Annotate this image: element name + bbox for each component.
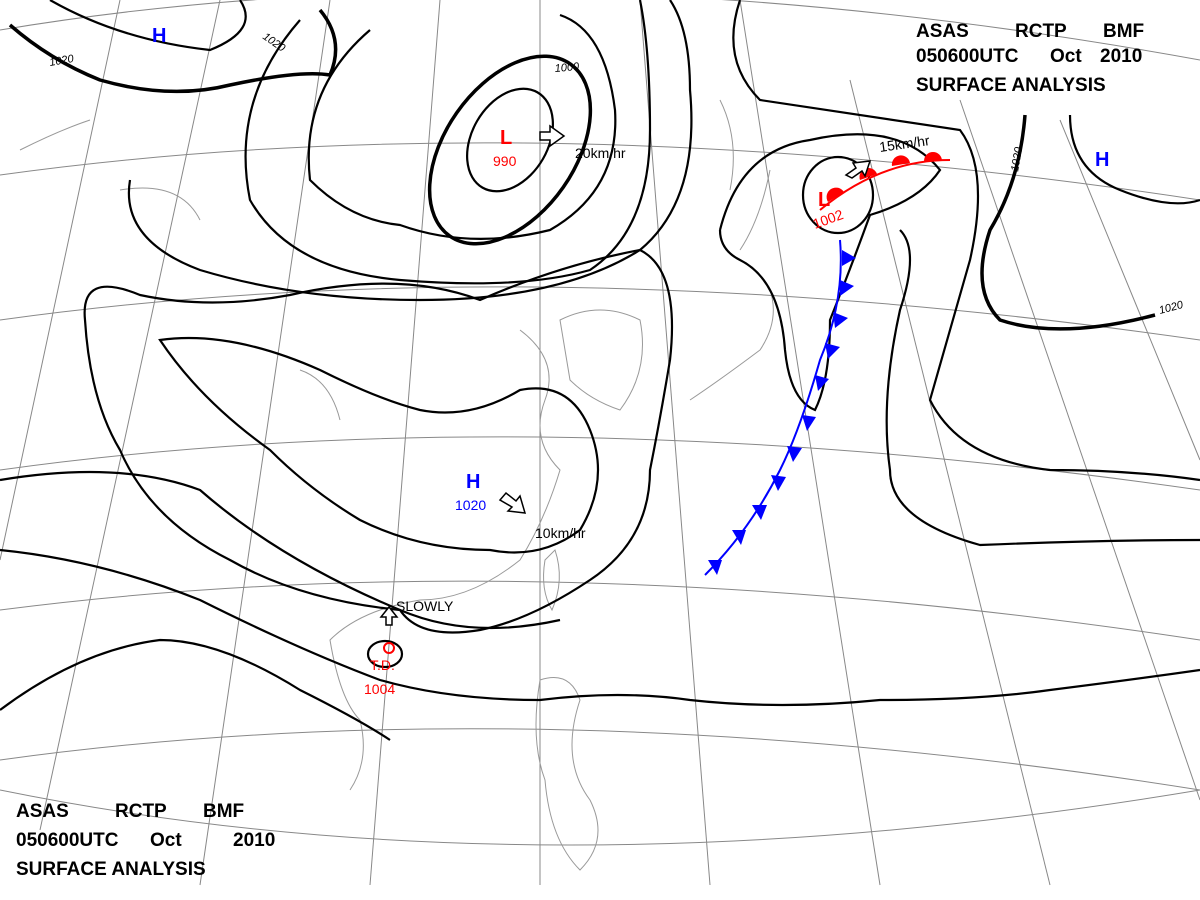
isobar	[8, 8, 338, 94]
header-text: SURFACE ANALYSIS	[16, 859, 206, 880]
front-pip	[840, 280, 854, 296]
motion-arrows	[379, 124, 872, 626]
isobar	[0, 548, 1200, 707]
header-top: ASAS RCTP BMF 050600UTC Oct 2010 SURFACE…	[916, 21, 1144, 96]
isobars	[0, 0, 1200, 741]
front-pip	[825, 343, 840, 359]
isobar	[0, 470, 561, 630]
front-pip	[924, 152, 942, 161]
header-text: RCTP	[115, 801, 167, 822]
parallel	[0, 728, 1200, 791]
td-label: T.D.	[370, 657, 395, 673]
meridian	[369, 0, 441, 886]
coastline	[689, 99, 774, 401]
isobar	[366, 639, 404, 669]
map-border	[0, 789, 1200, 846]
pressure: 1020	[455, 497, 486, 513]
header-text: 2010	[1100, 46, 1142, 67]
meridian	[739, 0, 881, 886]
front-pip	[842, 250, 856, 266]
meridian	[959, 99, 1200, 801]
isobar	[1068, 114, 1200, 205]
front-pip	[708, 560, 722, 575]
header-text: RCTP	[1015, 21, 1067, 42]
header-text: 2010	[233, 830, 275, 851]
header-text: BMF	[1103, 21, 1144, 42]
motion-label: 10km/hr	[535, 525, 586, 541]
isobar-label: 1020	[48, 53, 75, 69]
meridian	[1059, 119, 1200, 461]
motion-arrow	[498, 491, 527, 514]
low-symbol: L	[818, 189, 830, 211]
coastline	[543, 549, 560, 612]
coastlines	[19, 99, 774, 871]
cold-front-triangles	[708, 250, 856, 575]
isobar	[466, 87, 554, 193]
isobar	[732, 0, 1200, 482]
isobar-label: 1020	[1009, 145, 1025, 172]
header-text: 050600UTC	[16, 830, 119, 851]
coastline	[535, 677, 599, 871]
high-symbol: H	[466, 471, 480, 493]
high-symbol: H	[152, 25, 166, 47]
front-pip	[802, 415, 816, 431]
header-text: Oct	[1050, 46, 1082, 67]
motion-arrow	[844, 160, 872, 179]
front-pip	[891, 155, 910, 166]
header-text: ASAS	[916, 21, 969, 42]
isobar	[885, 229, 1200, 547]
meridian	[639, 0, 711, 886]
parallel	[0, 436, 1200, 491]
header-bottom: ASAS RCTP BMF 050600UTC Oct 2010 SURFACE…	[16, 801, 275, 880]
header-text: SURFACE ANALYSIS	[916, 75, 1106, 96]
isobar	[980, 114, 1156, 331]
isobar	[0, 638, 391, 741]
isobar	[307, 13, 617, 240]
header-text: BMF	[203, 801, 244, 822]
isobar	[127, 0, 693, 302]
header-text: Oct	[150, 830, 182, 851]
pressure: 1004	[364, 681, 395, 697]
coastline	[329, 329, 561, 791]
cold-front	[704, 239, 842, 576]
motion-arrow	[379, 605, 399, 626]
motion-arrow	[539, 124, 566, 148]
meridian	[39, 0, 221, 831]
front-pip	[815, 375, 829, 391]
labels: 1020 1020 1000 1020 1020 H L 990 L 1002 …	[48, 25, 1185, 697]
motion-label: 20km/hr	[575, 145, 626, 161]
motion-label: 15km/hr	[878, 132, 931, 155]
coastline	[559, 309, 643, 411]
td-symbol	[383, 642, 395, 654]
front-pip	[771, 475, 786, 491]
header-text: ASAS	[16, 801, 69, 822]
parallel	[0, 286, 1200, 341]
front-pip	[826, 187, 844, 202]
isobar	[158, 336, 600, 554]
low-symbol: L	[500, 127, 512, 149]
coastline	[19, 119, 341, 421]
front-pip	[732, 530, 746, 545]
isobar-label: 1000	[554, 61, 580, 75]
header-text: 050600UTC	[916, 46, 1019, 67]
meridian	[849, 79, 1051, 886]
isobar	[49, 0, 247, 52]
front-pip	[787, 446, 802, 462]
high-symbol: H	[1095, 149, 1109, 171]
front-pip	[752, 505, 767, 520]
isobar	[83, 248, 674, 634]
fronts	[704, 152, 951, 576]
isobar	[801, 155, 875, 235]
front-pip	[833, 312, 848, 328]
pressure: 990	[493, 153, 517, 169]
motion-label: SLOWLY	[396, 598, 454, 614]
parallel	[0, 142, 1200, 201]
isobar	[244, 0, 652, 285]
meridian	[0, 0, 121, 561]
parallel	[0, 580, 1200, 641]
parallel	[0, 0, 1200, 61]
